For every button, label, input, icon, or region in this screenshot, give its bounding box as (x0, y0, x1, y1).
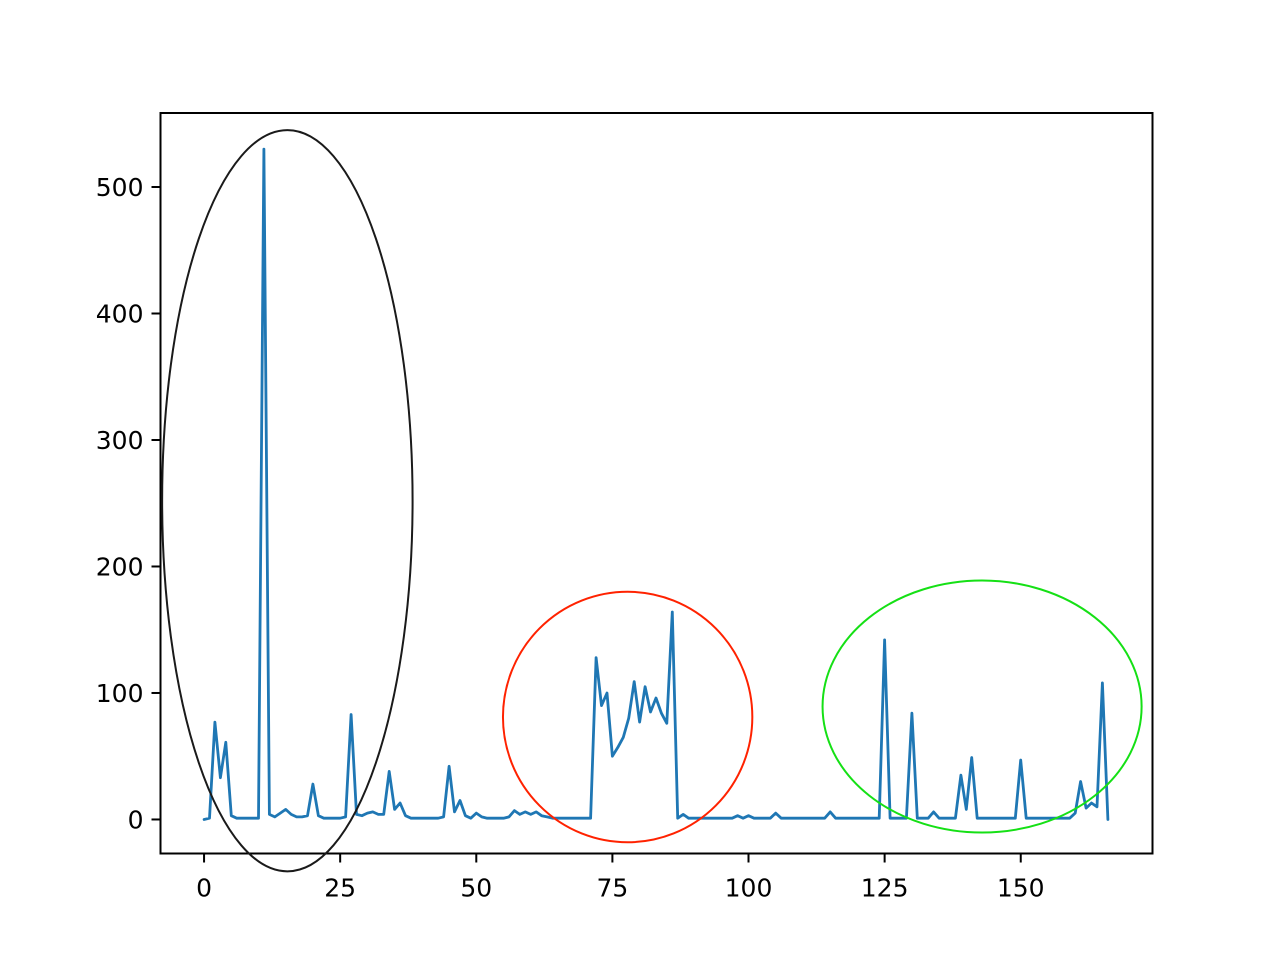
axes-frame (159, 112, 1154, 855)
x-tick-label: 150 (997, 874, 1045, 903)
x-tick-label: 50 (460, 874, 492, 903)
y-tick-label: 400 (96, 299, 144, 328)
y-tick-label: 0 (128, 805, 144, 834)
y-tick-label: 300 (96, 426, 144, 455)
annotation-ellipse-black (161, 129, 414, 873)
y-tick-label: 100 (96, 679, 144, 708)
x-tick-label: 25 (324, 874, 356, 903)
line-series-signal (202, 147, 1110, 821)
x-tick-label: 75 (596, 874, 628, 903)
y-tick-label: 500 (96, 173, 144, 202)
annotation-ellipse-red (501, 590, 754, 844)
x-tick-label: 125 (861, 874, 909, 903)
x-tick-label: 100 (725, 874, 773, 903)
annotation-ellipse-green (821, 579, 1143, 834)
x-tick-label: 0 (196, 874, 212, 903)
y-tick-label: 200 (96, 552, 144, 581)
